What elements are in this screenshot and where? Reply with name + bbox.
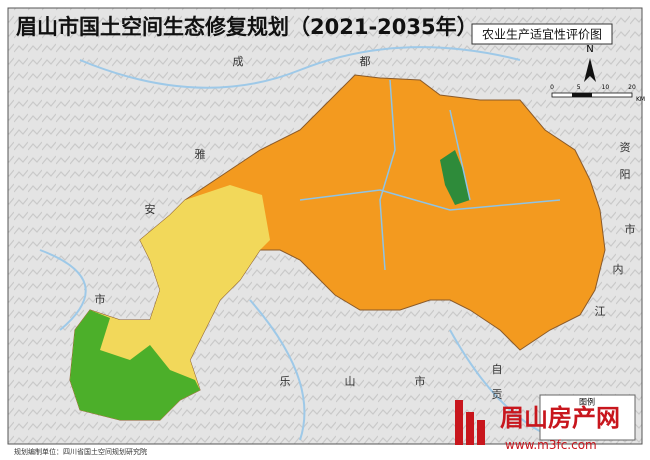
place-label: 江 [595, 305, 606, 318]
north-label: N [586, 44, 593, 55]
place-label: 山 [345, 375, 356, 388]
place-label: 市 [415, 374, 426, 388]
footer-producer: 规划编制单位：四川省国土空间规划研究院 [14, 447, 147, 456]
wm-building [477, 420, 485, 445]
place-label: 内 [613, 262, 624, 276]
subtitle-box [471, 23, 613, 45]
wm-building [455, 400, 463, 445]
scale-tick-label: 0 [550, 84, 554, 91]
place-label: 市 [95, 292, 106, 306]
north-arrow [584, 58, 596, 82]
place-label: 乐 [280, 375, 291, 388]
subtitle: 农业生产适宜性评价图 [482, 27, 602, 42]
place-labels: 成都雅安市资阳市内江乐山市自贡 [95, 55, 636, 401]
place-label: 资 [620, 141, 631, 154]
place-label: 贡 [492, 388, 503, 401]
wm-brand: 眉山房产网 [500, 404, 620, 432]
legend-title: 图例 [579, 397, 595, 407]
scale-unit: KM [636, 96, 645, 103]
title: 眉山市国土空间生态修复规划（2021-2035年） [16, 15, 478, 39]
inner-rivers [299, 79, 561, 271]
watermark: 眉山房产网 www.m3fc.com [455, 400, 620, 452]
place-label: 安 [145, 202, 156, 216]
scale-bar-fill [572, 93, 592, 97]
region-green [70, 310, 200, 420]
place-label: 市 [625, 222, 636, 236]
region-green-east [440, 150, 470, 205]
place-label: 雅 [195, 147, 206, 161]
scale-tick-label: 5 [577, 84, 581, 91]
place-label: 自 [492, 363, 503, 376]
scale-tick-label: 20 [628, 84, 636, 91]
wm-building [466, 412, 474, 445]
place-label: 成 [233, 55, 244, 68]
place-label: 都 [360, 55, 371, 68]
wm-url: www.m3fc.com [505, 438, 597, 452]
legend-box [539, 394, 636, 441]
rivers [39, 46, 561, 441]
place-label: 阳 [620, 168, 631, 181]
scale-tick-label: 10 [602, 84, 610, 91]
